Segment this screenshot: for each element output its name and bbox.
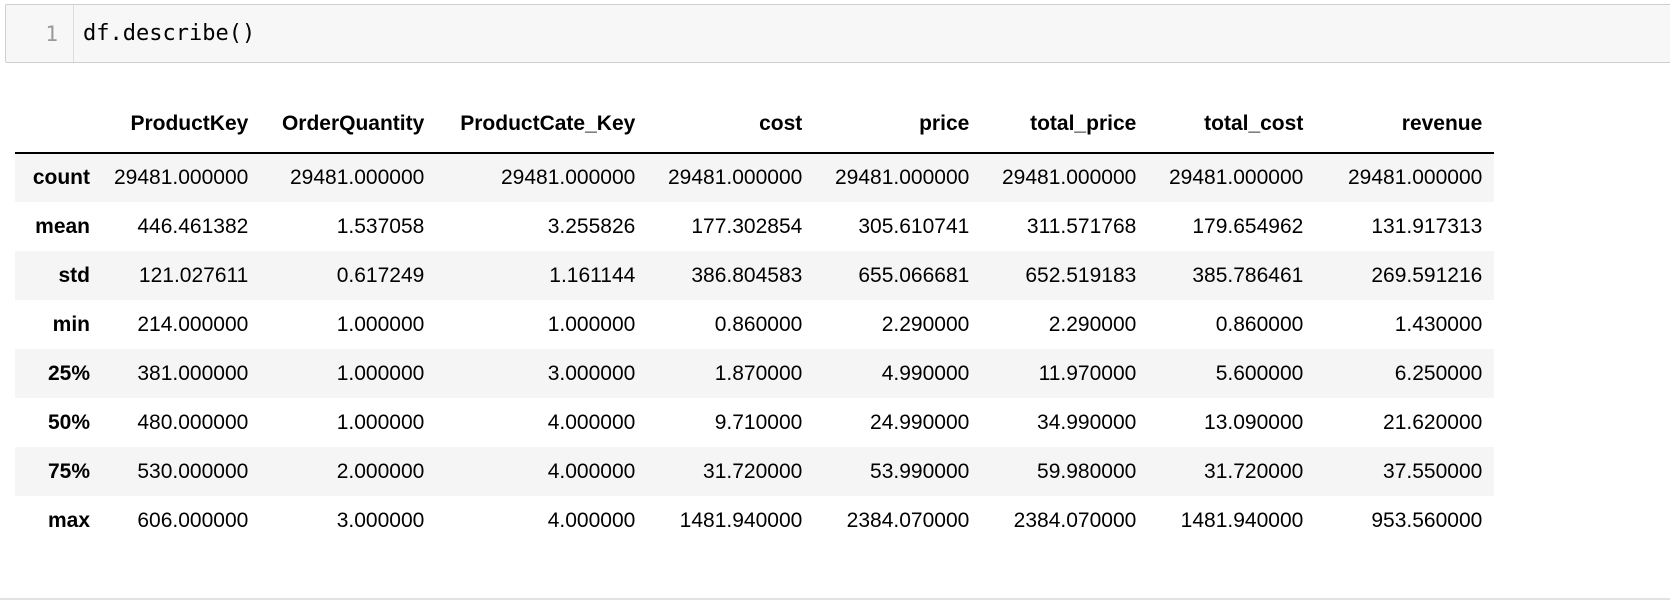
table-cell: 1.000000 xyxy=(436,300,647,349)
code-editor-text[interactable]: df.describe() xyxy=(74,5,255,62)
row-label: count xyxy=(15,153,102,202)
table-cell: 1481.940000 xyxy=(647,496,814,545)
table-cell: 0.860000 xyxy=(1148,300,1315,349)
column-header: price xyxy=(814,96,981,153)
table-cell: 655.066681 xyxy=(814,251,981,300)
row-label: 25% xyxy=(15,349,102,398)
table-cell: 29481.000000 xyxy=(814,153,981,202)
table-cell: 29481.000000 xyxy=(1148,153,1315,202)
table-row: count 29481.000000 29481.000000 29481.00… xyxy=(15,153,1494,202)
table-cell: 0.860000 xyxy=(647,300,814,349)
table-cell: 2.000000 xyxy=(260,447,436,496)
table-cell: 385.786461 xyxy=(1148,251,1315,300)
table-cell: 1.430000 xyxy=(1315,300,1494,349)
column-header: revenue xyxy=(1315,96,1494,153)
table-cell: 24.990000 xyxy=(814,398,981,447)
column-header: OrderQuantity xyxy=(260,96,436,153)
table-cell: 214.000000 xyxy=(102,300,260,349)
table-header-row: ProductKey OrderQuantity ProductCate_Key… xyxy=(15,96,1494,153)
table-cell: 2.290000 xyxy=(981,300,1148,349)
table-cell: 381.000000 xyxy=(102,349,260,398)
table-cell: 2.290000 xyxy=(814,300,981,349)
table-cell: 3.000000 xyxy=(260,496,436,545)
column-header: cost xyxy=(647,96,814,153)
row-label: max xyxy=(15,496,102,545)
table-cell: 305.610741 xyxy=(814,202,981,251)
table-cell: 21.620000 xyxy=(1315,398,1494,447)
table-cell: 29481.000000 xyxy=(102,153,260,202)
table-cell: 2384.070000 xyxy=(814,496,981,545)
table-cell: 4.000000 xyxy=(436,496,647,545)
table-cell: 4.000000 xyxy=(436,398,647,447)
code-input-cell[interactable]: 1 df.describe() xyxy=(5,4,1670,63)
table-row: std 121.027611 0.617249 1.161144 386.804… xyxy=(15,251,1494,300)
table-cell: 1.870000 xyxy=(647,349,814,398)
cell-output: ProductKey OrderQuantity ProductCate_Key… xyxy=(15,96,1494,545)
table-cell: 29481.000000 xyxy=(981,153,1148,202)
table-cell: 1.000000 xyxy=(260,300,436,349)
table-row: 25% 381.000000 1.000000 3.000000 1.87000… xyxy=(15,349,1494,398)
row-label: mean xyxy=(15,202,102,251)
table-row: mean 446.461382 1.537058 3.255826 177.30… xyxy=(15,202,1494,251)
table-cell: 53.990000 xyxy=(814,447,981,496)
table-cell: 606.000000 xyxy=(102,496,260,545)
table-cell: 121.027611 xyxy=(102,251,260,300)
table-cell: 34.990000 xyxy=(981,398,1148,447)
table-cell: 31.720000 xyxy=(1148,447,1315,496)
table-cell: 311.571768 xyxy=(981,202,1148,251)
table-cell: 29481.000000 xyxy=(647,153,814,202)
table-cell: 4.990000 xyxy=(814,349,981,398)
table-row: 50% 480.000000 1.000000 4.000000 9.71000… xyxy=(15,398,1494,447)
table-cell: 446.461382 xyxy=(102,202,260,251)
table-cell: 3.000000 xyxy=(436,349,647,398)
row-label: std xyxy=(15,251,102,300)
table-cell: 0.617249 xyxy=(260,251,436,300)
table-cell: 269.591216 xyxy=(1315,251,1494,300)
table-cell: 386.804583 xyxy=(647,251,814,300)
table-cell: 480.000000 xyxy=(102,398,260,447)
table-cell: 1481.940000 xyxy=(1148,496,1315,545)
table-cell: 13.090000 xyxy=(1148,398,1315,447)
table-cell: 9.710000 xyxy=(647,398,814,447)
column-header: ProductCate_Key xyxy=(436,96,647,153)
column-header: ProductKey xyxy=(102,96,260,153)
table-row: 75% 530.000000 2.000000 4.000000 31.7200… xyxy=(15,447,1494,496)
table-cell: 11.970000 xyxy=(981,349,1148,398)
table-cell: 29481.000000 xyxy=(1315,153,1494,202)
line-number: 1 xyxy=(45,22,58,46)
index-header xyxy=(15,96,102,153)
table-row: max 606.000000 3.000000 4.000000 1481.94… xyxy=(15,496,1494,545)
table-cell: 3.255826 xyxy=(436,202,647,251)
table-cell: 2384.070000 xyxy=(981,496,1148,545)
table-cell: 29481.000000 xyxy=(260,153,436,202)
column-header: total_cost xyxy=(1148,96,1315,153)
table-cell: 1.000000 xyxy=(260,349,436,398)
table-cell: 530.000000 xyxy=(102,447,260,496)
row-label: 75% xyxy=(15,447,102,496)
cell-divider xyxy=(0,598,1670,600)
line-number-gutter: 1 xyxy=(6,5,74,62)
table-cell: 29481.000000 xyxy=(436,153,647,202)
table-cell: 953.560000 xyxy=(1315,496,1494,545)
table-cell: 1.161144 xyxy=(436,251,647,300)
table-cell: 1.000000 xyxy=(260,398,436,447)
table-row: min 214.000000 1.000000 1.000000 0.86000… xyxy=(15,300,1494,349)
column-header: total_price xyxy=(981,96,1148,153)
table-cell: 179.654962 xyxy=(1148,202,1315,251)
table-cell: 31.720000 xyxy=(647,447,814,496)
table-cell: 131.917313 xyxy=(1315,202,1494,251)
table-cell: 5.600000 xyxy=(1148,349,1315,398)
table-cell: 37.550000 xyxy=(1315,447,1494,496)
table-cell: 6.250000 xyxy=(1315,349,1494,398)
table-cell: 1.537058 xyxy=(260,202,436,251)
table-cell: 177.302854 xyxy=(647,202,814,251)
describe-dataframe-table: ProductKey OrderQuantity ProductCate_Key… xyxy=(15,96,1494,545)
table-cell: 652.519183 xyxy=(981,251,1148,300)
table-cell: 59.980000 xyxy=(981,447,1148,496)
row-label: 50% xyxy=(15,398,102,447)
table-cell: 4.000000 xyxy=(436,447,647,496)
row-label: min xyxy=(15,300,102,349)
